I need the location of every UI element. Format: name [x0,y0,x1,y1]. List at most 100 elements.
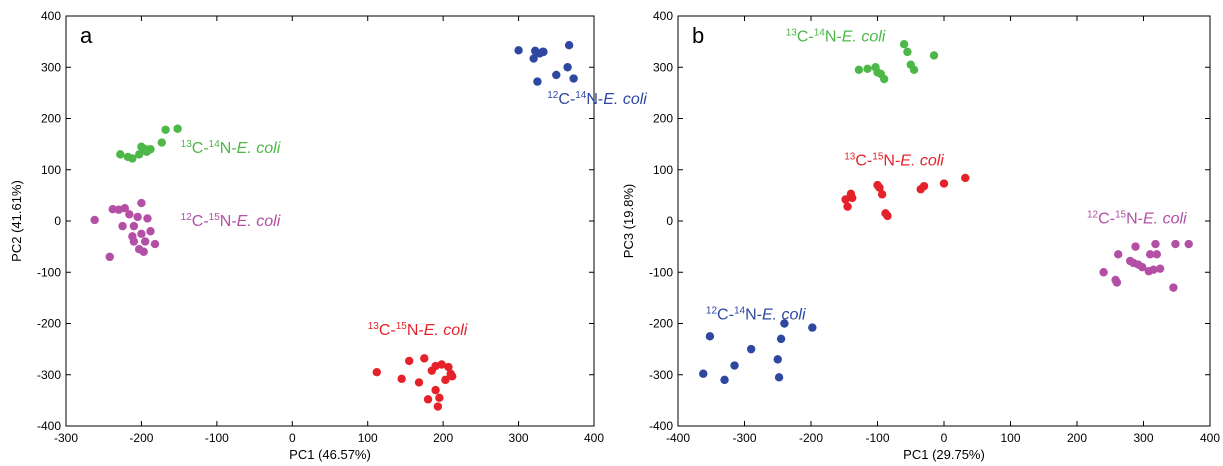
data-point [128,154,137,163]
data-point [105,252,114,262]
cluster-label-part: N- [407,322,424,339]
data-point [848,193,857,203]
data-point [437,360,446,369]
y-tick-label: 300 [653,60,673,74]
data-point [1112,278,1122,287]
data-point [1184,239,1193,249]
data-point [146,227,155,236]
data-point [841,195,850,204]
y-tick-label: -200 [649,317,673,331]
cluster-label-part: 12 [706,305,718,316]
y-tick-label: 200 [653,112,673,126]
data-point [529,54,538,63]
cluster-label-part: E. coli [237,213,281,230]
cluster-label-part: 12 [547,90,559,101]
series-group: 13C-14N-E. coli [116,124,281,163]
data-point [116,150,125,159]
data-point [120,203,130,213]
data-point [730,361,739,370]
cluster-label-part: E. coli [237,140,281,157]
y-tick-label: -100 [37,265,61,279]
panel-b: -400 -300 -200 -100 0 100 200 300 400 -400 -300 -20… [621,9,1220,462]
data-point [431,385,440,395]
cluster-label-part: E. coli [1143,211,1187,228]
data-point [129,221,139,231]
cluster-label-part: E. coli [603,91,647,108]
data-point [423,395,433,404]
data-point [141,145,150,154]
y-axis-title: PC3 (19.8%) [621,184,636,258]
series-group: 12C-14N-E. coli [514,41,647,108]
data-point [773,355,782,364]
data-point [433,402,443,411]
data-point [420,354,429,363]
data-point [909,65,919,75]
data-point [435,393,444,403]
data-point [157,138,166,147]
x-tick-label: -100 [205,431,229,445]
cluster-label-part: 15 [872,152,884,163]
data-point [137,229,146,239]
panel-label: b [692,23,704,48]
y-tick-label: 0 [54,214,61,228]
cluster-label-part: 15 [396,321,408,332]
data-point [133,212,142,222]
data-point [564,41,574,50]
x-tick-label: 400 [584,431,604,445]
data-point [774,373,784,382]
data-point [441,375,450,385]
series-group: 12C-14N-E. coli [699,305,817,385]
cluster-label-part: 15 [1115,210,1127,221]
data-point [173,124,182,133]
data-point [877,190,887,199]
data-point [776,334,786,344]
y-tick-label: 400 [653,9,673,23]
cluster-label: 12C-15N-E. coli [181,212,281,230]
data-point [863,64,872,73]
data-point [137,198,146,208]
cluster-label-part: 13 [368,321,380,332]
y-tick-label: 100 [41,163,61,177]
x-tick-label: 400 [1200,431,1220,445]
x-tick-label: -300 [54,431,78,445]
cluster-label-part: E. coli [842,29,886,46]
y-tick-label: -100 [649,265,673,279]
data-point [129,237,139,246]
data-point [1171,239,1180,249]
y-tick-label: 400 [41,9,61,23]
cluster-label-part: 13 [181,139,193,150]
data-point [397,374,406,384]
y-tick-label: -400 [649,419,673,433]
cluster-label: 12C-14N-E. coli [547,90,647,108]
y-tick-label: 200 [41,112,61,126]
data-point [929,51,939,60]
data-point [414,378,424,387]
cluster-label-part: E. coli [762,306,806,323]
x-tick-label: 300 [509,431,529,445]
x-tick-label: 200 [433,431,453,445]
cluster-label-part: C- [1098,211,1115,228]
x-tick-label: 200 [1067,431,1087,445]
data-point [405,356,414,366]
data-point [372,367,381,377]
series-group: 13C-15N-E. coli [841,152,970,221]
cluster-label: 12C-15N-E. coli [1087,210,1187,228]
y-tick-label: -200 [37,317,61,331]
data-point [1152,250,1162,259]
data-point [720,375,729,385]
data-point [1151,239,1160,249]
series-group: 13C-15N-E. coli [368,321,468,411]
data-point [899,39,909,49]
data-point [1145,250,1155,259]
data-point [705,332,715,341]
x-tick-label: -400 [666,431,690,445]
data-point [1114,250,1123,259]
y-tick-label: 300 [41,60,61,74]
data-point [883,211,892,221]
cluster-label: 13C-14N-E. coli [181,139,281,157]
cluster-label-part: 14 [734,305,746,316]
panel-a: -300 -200 -100 0 100 200 300 400-400-300-200-10… [9,9,647,462]
x-tick-label: 0 [289,431,296,445]
data-point [1155,264,1165,273]
cluster-label-part: 14 [814,28,826,39]
